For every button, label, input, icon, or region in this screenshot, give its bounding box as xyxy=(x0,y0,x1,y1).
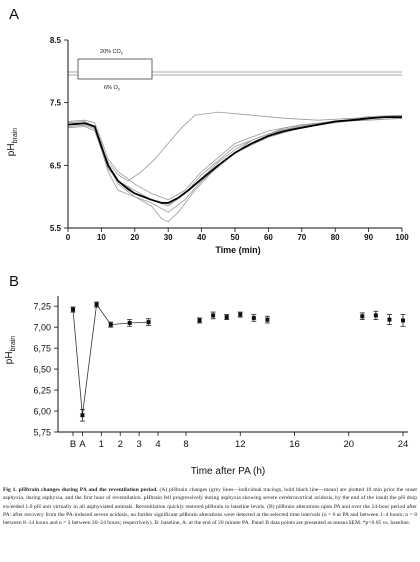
individual-tracing-line xyxy=(67,117,403,201)
y-tick-label: 7.5 xyxy=(50,99,62,108)
x-tick-label: 12 xyxy=(235,439,246,450)
x-tick-label: 4 xyxy=(155,439,160,450)
x-tick-label: 24 xyxy=(398,439,409,450)
x-tick-label: 100 xyxy=(395,233,409,242)
x-tick-label: 16 xyxy=(289,439,300,450)
y-tick-label: 6.5 xyxy=(50,161,62,170)
co2-label: 20% CO2 xyxy=(100,49,123,56)
mean-tracing-line xyxy=(67,116,402,204)
x-tick-label: 8 xyxy=(183,439,188,450)
data-point-marker xyxy=(197,318,202,323)
panel-b-letter: B xyxy=(9,273,20,290)
y-tick-label: 6,50 xyxy=(33,365,51,375)
x-tick-label: 60 xyxy=(264,233,273,242)
y-tick-label: 6,00 xyxy=(33,407,51,417)
data-point-marker xyxy=(251,315,256,320)
x-tick-label: 20 xyxy=(343,439,354,450)
x-tick-label: 40 xyxy=(197,233,206,242)
individual-tracing-line xyxy=(67,116,402,205)
chart-a-xlabel: Time (min) xyxy=(215,245,260,255)
gas-box-rect xyxy=(77,58,153,80)
y-tick-label: 5.5 xyxy=(50,224,62,233)
data-point-marker xyxy=(238,312,243,317)
individual-tracing-line xyxy=(67,114,403,207)
x-tick-label: 1 xyxy=(99,439,104,450)
panel-a-letter: A xyxy=(9,6,20,23)
data-point-marker xyxy=(127,320,132,325)
x-tick-label: 10 xyxy=(97,233,106,242)
data-point-marker xyxy=(224,315,229,320)
chart-a-ylabel: pHbrain xyxy=(6,128,19,156)
x-tick-label: 30 xyxy=(164,233,173,242)
data-point-marker xyxy=(387,317,392,322)
data-point-marker xyxy=(146,320,151,325)
data-point-marker xyxy=(108,322,113,327)
connecting-line-early xyxy=(72,303,149,416)
y-tick-label: 7,00 xyxy=(33,323,51,333)
x-tick-label: 90 xyxy=(364,233,373,242)
chart-b-ph-after-pa: 5,756,006,256,506,757,007,25B A 1 2 3 4 8 12 16 2… xyxy=(4,296,409,477)
y-tick-label: 6,25 xyxy=(33,386,51,396)
x-tick-label: B xyxy=(70,439,76,450)
asphyxia-gas-box: 20% CO2 6% O2 xyxy=(77,49,153,92)
x-tick-label: 3 xyxy=(136,439,141,450)
y-tick-label: 7,25 xyxy=(33,302,51,312)
chart-b-ylabel: pHbrain xyxy=(4,336,17,364)
figure-caption: Fig 1. pHbrain changes during PA and the… xyxy=(3,486,417,527)
individual-tracing-line xyxy=(67,117,403,223)
data-point-marker xyxy=(373,313,378,318)
x-tick-label: 0 xyxy=(66,233,71,242)
x-tick-label: 2 xyxy=(118,439,123,450)
chart-a-ph-over-time: 5.5 6.5 7.5 8.5 0 10 20 30 40 50 60 70 80 90 100 20% C… xyxy=(6,36,409,255)
chart-b-xlabel: Time after PA (h) xyxy=(191,466,265,477)
caption-body: (A) pHbrain changes (grey lines—individu… xyxy=(3,487,417,527)
data-point-marker xyxy=(360,314,365,319)
x-tick-label: A xyxy=(79,439,86,450)
x-tick-label: 50 xyxy=(231,233,240,242)
y-tick-label: 6,75 xyxy=(33,344,51,354)
x-tick-label: 70 xyxy=(297,233,306,242)
data-point-marker xyxy=(80,413,85,418)
x-tick-label: 80 xyxy=(331,233,340,242)
x-tick-label: 20 xyxy=(130,233,139,242)
y-tick-label: 8.5 xyxy=(50,36,62,45)
o2-label: 6% O2 xyxy=(104,85,120,92)
data-point-marker xyxy=(71,307,75,312)
caption-title: pHbrain changes during PA and the revent… xyxy=(18,487,158,493)
individual-tracing-line xyxy=(67,114,403,213)
data-point-marker xyxy=(211,313,216,318)
data-point-marker xyxy=(265,317,270,322)
y-tick-label: 5,75 xyxy=(33,428,51,438)
data-point-marker xyxy=(94,302,99,307)
caption-fig-label: Fig 1. xyxy=(3,487,17,493)
data-point-marker xyxy=(401,318,405,323)
